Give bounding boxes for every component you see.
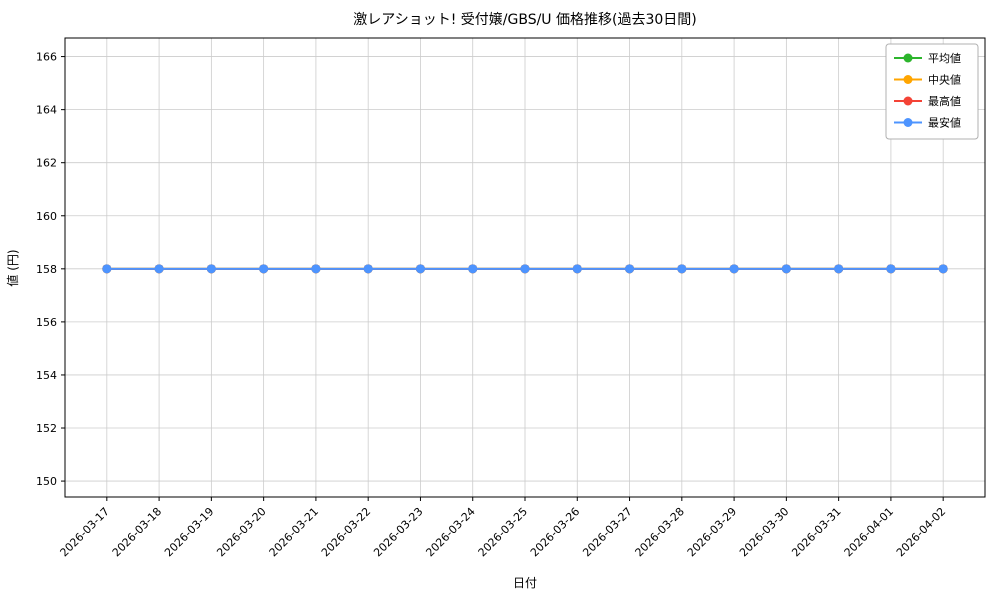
- data-point-marker: [311, 264, 321, 274]
- x-tick-label: 2026-03-18: [110, 505, 164, 559]
- data-point-marker: [625, 264, 635, 274]
- x-tick-label: 2026-03-25: [476, 505, 530, 559]
- data-point-marker: [259, 264, 269, 274]
- x-tick-label: 2026-03-30: [737, 505, 791, 559]
- y-tick-label: 164: [36, 104, 57, 117]
- legend-sample-marker: [903, 118, 913, 127]
- chart-title: 激レアショット! 受付嬢/GBS/U 価格推移(過去30日間): [353, 11, 696, 28]
- x-tick-label: 2026-03-27: [580, 505, 634, 559]
- legend-box: [885, 43, 979, 140]
- y-tick-label: 156: [36, 316, 57, 329]
- data-point-marker: [468, 264, 478, 274]
- data-point-marker: [572, 264, 582, 274]
- legend-label: 最安値: [928, 116, 961, 130]
- x-tick-label: 2026-03-21: [267, 505, 321, 559]
- x-tick-label: 2026-03-22: [319, 505, 373, 559]
- data-point-marker: [834, 264, 844, 274]
- y-tick-label: 160: [36, 210, 57, 223]
- data-point-marker: [729, 264, 739, 274]
- data-point-marker: [520, 264, 530, 274]
- x-tick-label: 2026-03-26: [528, 505, 582, 559]
- y-tick-label: 152: [36, 422, 57, 435]
- x-tick-label: 2026-03-20: [214, 505, 268, 559]
- x-tick-label: 2026-03-17: [58, 505, 112, 559]
- data-point-marker: [781, 264, 791, 274]
- y-tick-label: 158: [36, 263, 57, 276]
- x-tick-label: 2026-03-31: [789, 505, 843, 559]
- y-axis-label: 値 (円): [5, 249, 20, 286]
- legend-sample-marker: [903, 96, 913, 106]
- x-tick-label: 2026-04-01: [842, 505, 896, 559]
- legend-sample-marker: [903, 53, 913, 63]
- x-tick-label: 2026-03-28: [633, 505, 687, 559]
- data-point-marker: [206, 264, 216, 274]
- x-tick-label: 2026-03-19: [162, 505, 216, 559]
- y-tick-label: 150: [36, 475, 57, 488]
- y-tick-label: 162: [36, 157, 57, 170]
- data-point-marker: [102, 264, 112, 274]
- y-tick-label: 166: [36, 51, 57, 64]
- series-3: [102, 264, 948, 274]
- data-point-marker: [677, 264, 687, 274]
- data-point-marker: [415, 264, 425, 274]
- legend-label: 中央値: [928, 74, 961, 87]
- data-point-marker: [886, 264, 896, 274]
- legend-label: 最高値: [928, 94, 961, 108]
- x-axis-label: 日付: [513, 576, 537, 590]
- data-point-marker: [938, 264, 948, 274]
- x-tick-label: 2026-04-02: [894, 505, 948, 559]
- y-tick-label: 154: [36, 369, 57, 382]
- legend-label: 平均値: [928, 52, 961, 65]
- legend-sample-marker: [903, 75, 913, 84]
- x-tick-label: 2026-03-29: [685, 505, 739, 559]
- data-point-marker: [363, 264, 373, 274]
- x-tick-label: 2026-03-24: [423, 505, 477, 559]
- data-point-marker: [154, 264, 164, 274]
- axis-ticks: 1501521541561581601621641662026-03-17202…: [36, 51, 948, 560]
- x-tick-label: 2026-03-23: [371, 505, 425, 559]
- plot-border: [64, 37, 986, 498]
